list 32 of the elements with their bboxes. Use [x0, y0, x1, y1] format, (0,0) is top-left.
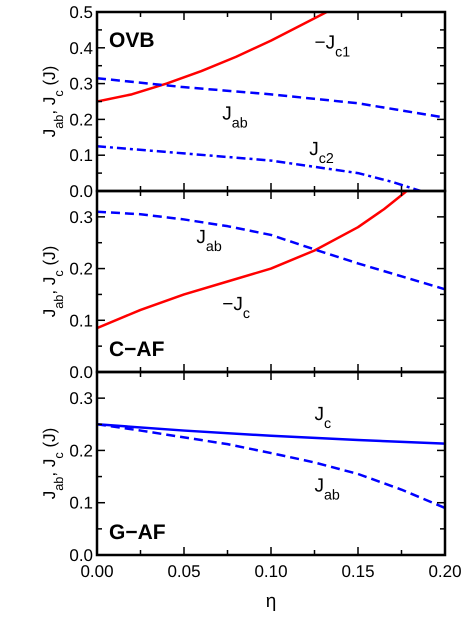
x-tick-label: 0.15	[341, 562, 375, 581]
text: C−AF	[109, 338, 165, 361]
y-tick-label: 0.0	[69, 546, 93, 565]
series-label: J$_{c2}$	[309, 139, 334, 168]
y-tick-label: 0.1	[69, 146, 93, 166]
text: G−AF	[109, 521, 166, 544]
y-tick-label: 0.1	[69, 494, 93, 513]
y-tick-label: 0.2	[69, 441, 93, 460]
series-label: −J$_{c}$	[222, 294, 250, 322]
x-tick-label: 0.00	[80, 562, 114, 581]
x-tick-label: 0.05	[167, 562, 201, 581]
line-series	[97, 191, 408, 330]
series-label: J$_{ab}$	[314, 475, 340, 504]
x-axis-title: η	[266, 591, 276, 612]
y-tick-label: 0.1	[69, 311, 93, 330]
y-tick-label: 0.3	[69, 208, 93, 227]
x-tick-label: 0.10	[254, 562, 288, 581]
y-tick-label: 0.0	[69, 363, 93, 382]
series-label: J$_{ab}$	[222, 103, 248, 132]
y-tick-label: 0.4	[69, 38, 93, 58]
text: OVB	[109, 29, 155, 52]
y-tick-label: 0.0	[69, 182, 93, 201]
y-tick-label: 0.3	[69, 389, 93, 408]
series-label: −J$_{c1}$	[314, 32, 350, 60]
series-label: J$_{ab}$	[196, 227, 222, 256]
line-series	[97, 210, 445, 291]
y-tick-label: 0.3	[69, 74, 93, 94]
y-tick-label: 0.5	[69, 3, 93, 22]
x-tick-label: 0.20	[428, 562, 462, 581]
y-tick-label: 0.2	[69, 110, 93, 130]
y-tick-label: 0.2	[69, 260, 93, 279]
series-label: J$_{c}$	[314, 404, 332, 432]
